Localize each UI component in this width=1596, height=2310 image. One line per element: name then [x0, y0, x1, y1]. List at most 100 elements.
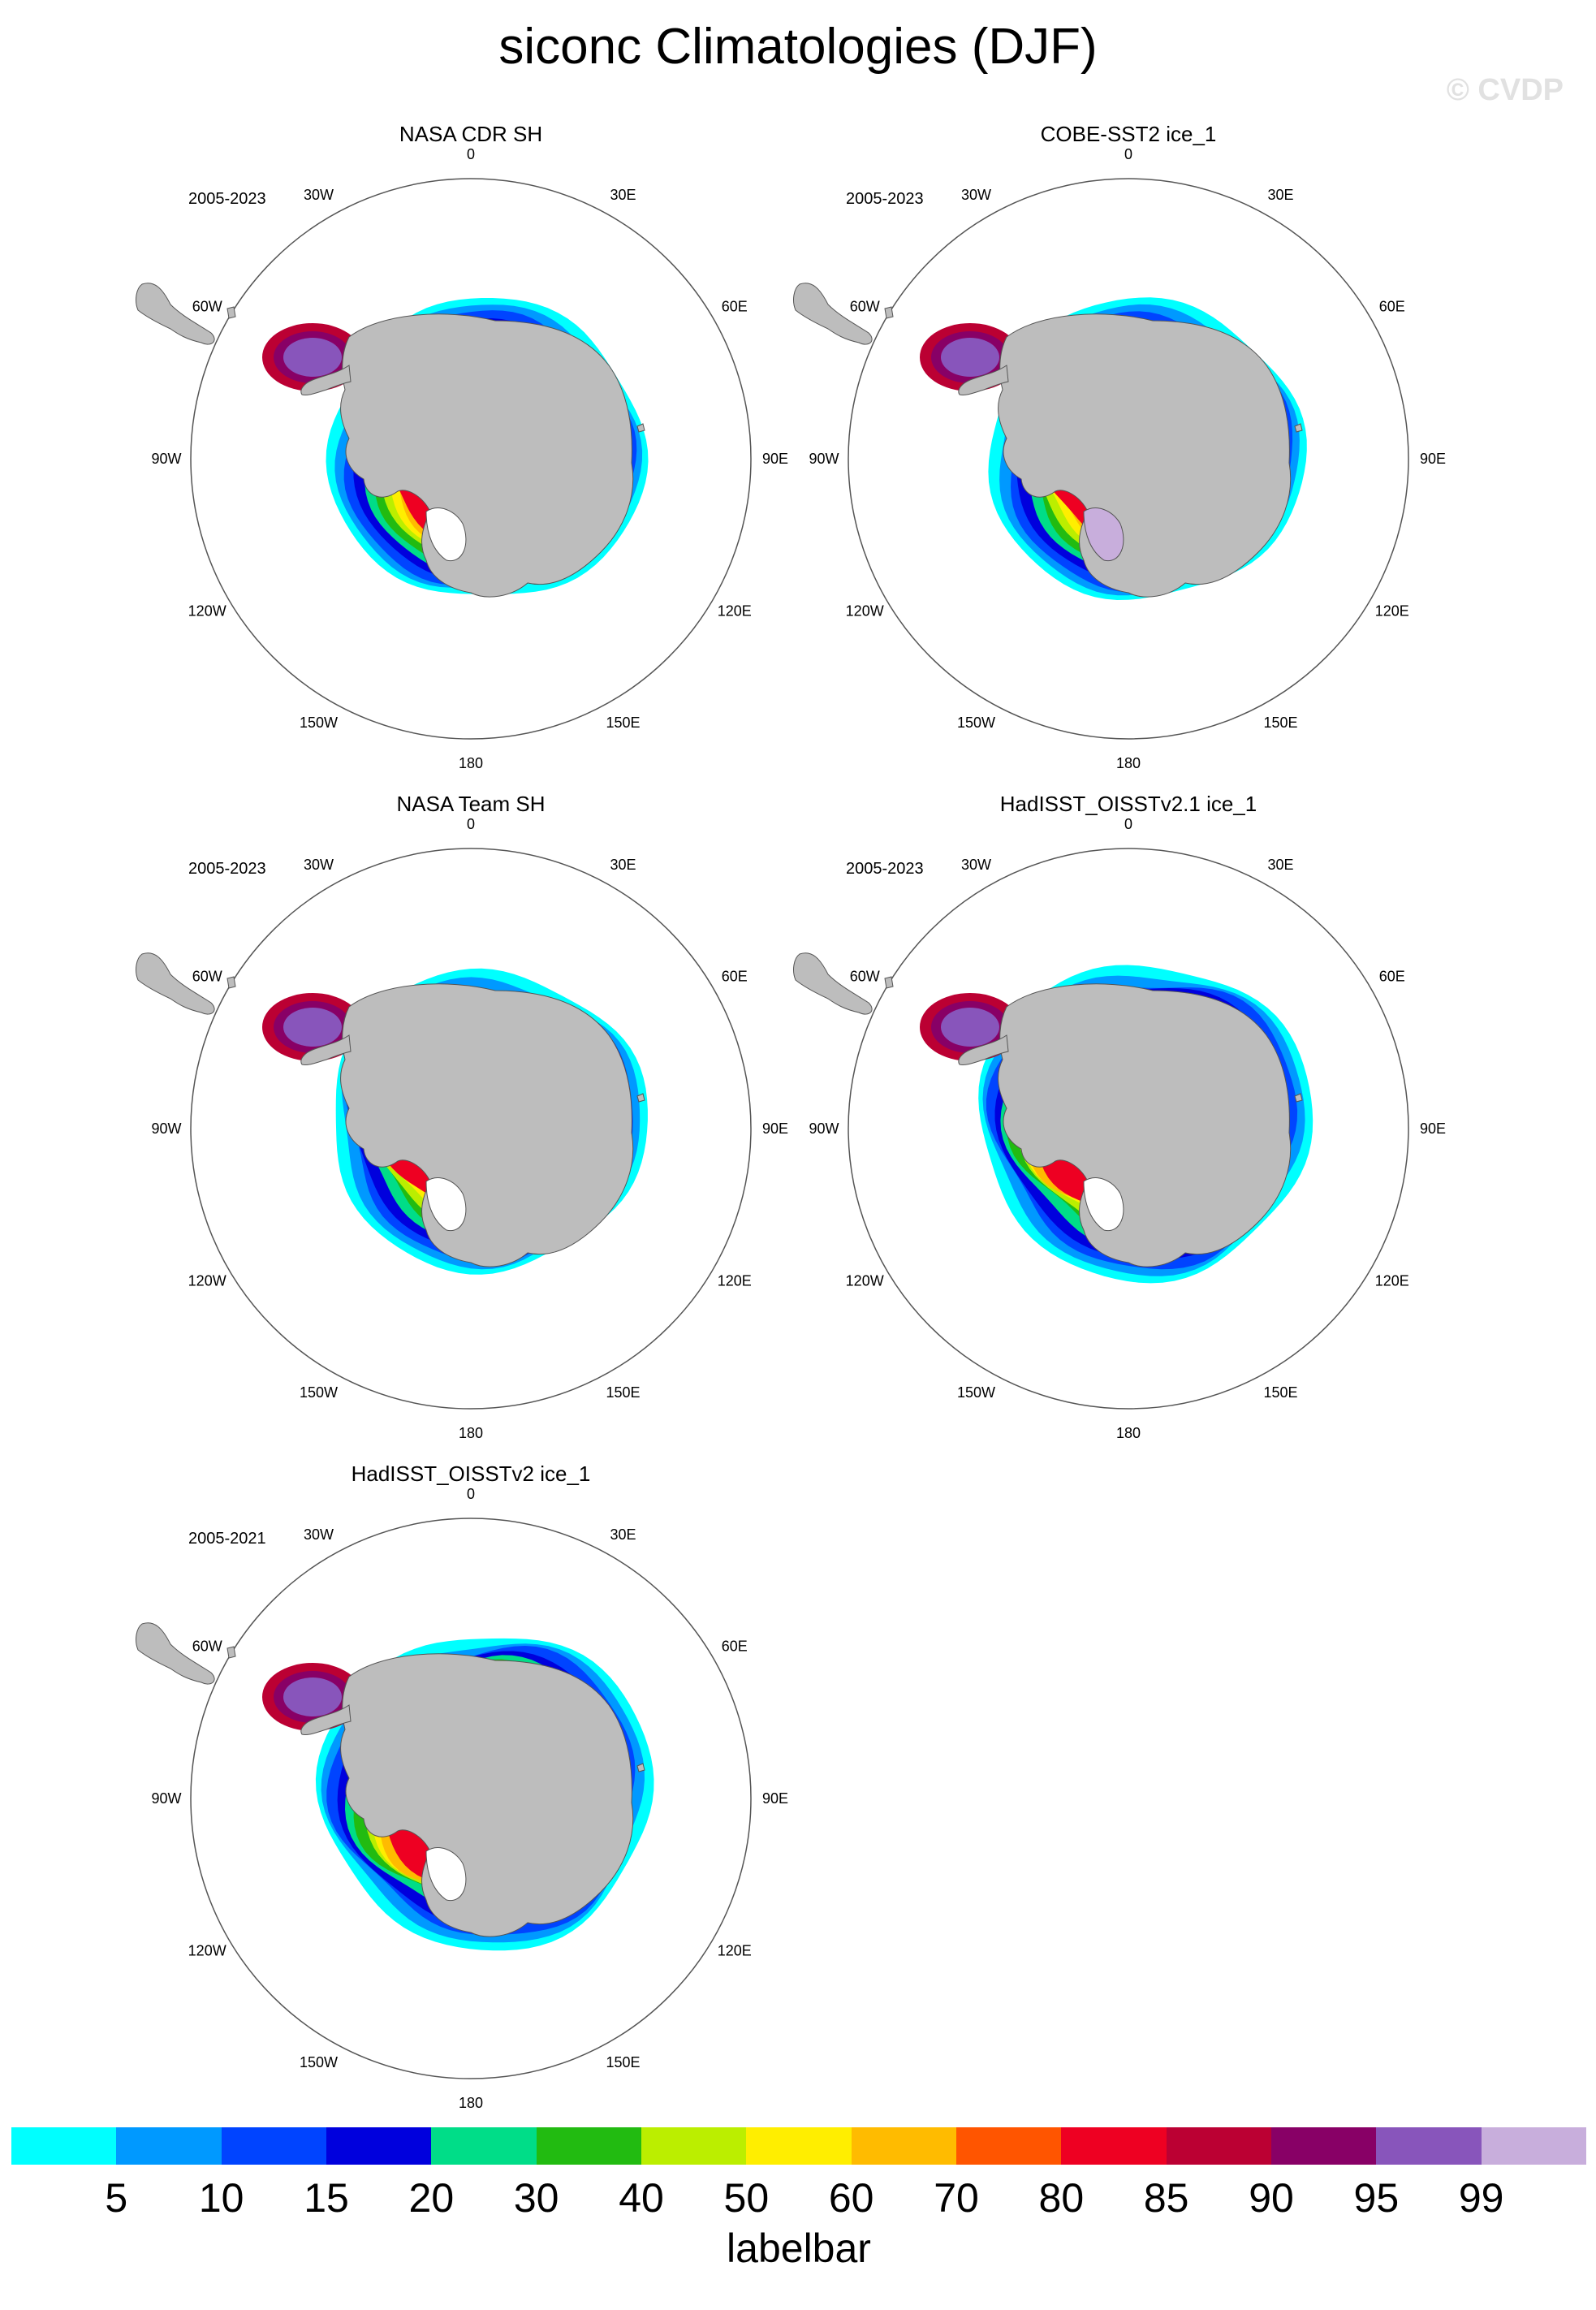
- longitude-label: 30W: [961, 857, 991, 873]
- longitude-label: 120W: [846, 1273, 884, 1289]
- labelbar-tick-label: 95: [1353, 2175, 1400, 2221]
- longitude-label: 60E: [1379, 299, 1405, 315]
- polar-stereographic-map: 0 30E 60E 90E 120E 150E 180 150W 120W 90W 60W 30W: [793, 146, 1446, 771]
- labelbar-tick-label: 40: [619, 2175, 664, 2221]
- labelbar-color-box: [746, 2127, 852, 2165]
- panel-period: 2005-2023: [846, 860, 924, 878]
- longitude-label: 120E: [1375, 1273, 1409, 1289]
- longitude-label: 150W: [300, 715, 338, 731]
- labelbar-color-box: [431, 2127, 537, 2165]
- land-outline: [1294, 1093, 1303, 1103]
- longitude-label: 60W: [850, 299, 880, 315]
- antarctic-peninsula: [958, 365, 1009, 395]
- longitude-label: 60W: [850, 969, 880, 985]
- panel-period: 2005-2021: [188, 1530, 266, 1548]
- longitude-label: 180: [459, 755, 483, 771]
- antarctic-peninsula: [958, 1034, 1009, 1065]
- antarctica-landmass: [340, 1653, 634, 1937]
- land-outline: [793, 283, 873, 345]
- ross-ice-shelf: [425, 1847, 467, 1902]
- labelbar-color-box: [1061, 2127, 1167, 2165]
- longitude-label: 90E: [762, 451, 788, 467]
- longitude-label: 120E: [718, 1273, 752, 1289]
- longitude-label: 60E: [722, 1639, 748, 1655]
- longitude-label: 90W: [151, 451, 181, 467]
- longitude-label: 30E: [610, 187, 636, 203]
- labelbar-color-box: [955, 2127, 1062, 2165]
- map-panel: NASA CDR SH 2005-2023 0 30E 60E 90E 120E 150E 18…: [106, 122, 836, 788]
- antarctic-peninsula: [300, 365, 352, 395]
- longitude-label: 150E: [606, 1384, 640, 1401]
- longitude-label: 30E: [1267, 187, 1293, 203]
- weddell-ice-core: [283, 338, 342, 377]
- longitude-label: 0: [467, 146, 475, 162]
- land-outline: [636, 423, 645, 433]
- weddell-ice-core: [941, 338, 999, 377]
- ross-ice-shelf: [425, 507, 467, 562]
- cvdp-watermark: © CVDP: [1446, 73, 1564, 107]
- longitude-label: 150W: [957, 715, 995, 731]
- land-outline: [884, 306, 894, 319]
- land-outline: [1294, 423, 1303, 433]
- labelbar-color-box: [1270, 2127, 1377, 2165]
- map-panel: HadISST_OISSTv2.1 ice_1 2005-2023 0 30E 60E 9…: [763, 792, 1494, 1457]
- longitude-label: 150E: [1263, 715, 1297, 731]
- labelbar-tick-label: 20: [408, 2175, 455, 2221]
- panel-title: NASA CDR SH: [399, 122, 543, 146]
- longitude-label: 120W: [846, 603, 884, 620]
- labelbar-color-box: [1481, 2127, 1586, 2165]
- longitude-label: 90E: [762, 1120, 788, 1137]
- longitude-label: 0: [467, 1486, 475, 1502]
- weddell-ice-core: [283, 1677, 342, 1716]
- land-outline: [136, 952, 215, 1015]
- longitude-label: 150W: [957, 1384, 995, 1401]
- longitude-label: 90W: [151, 1120, 181, 1137]
- antarctic-peninsula: [300, 1034, 352, 1065]
- longitude-label: 120E: [718, 1943, 752, 1959]
- panel-title: HadISST_OISSTv2 ice_1: [351, 1462, 591, 1486]
- weddell-ice-core: [283, 1008, 342, 1047]
- longitude-label: 180: [459, 2095, 483, 2111]
- labelbar-tick-label: 90: [1249, 2175, 1294, 2221]
- labelbar-tick-label: 99: [1458, 2175, 1504, 2221]
- map-panel: COBE-SST2 ice_1 2005-2023 0 30E 60E 90E 120E 15…: [763, 122, 1494, 788]
- longitude-label: 30W: [304, 187, 334, 203]
- longitude-label: 60W: [192, 299, 222, 315]
- land-outline: [136, 1622, 215, 1685]
- longitude-label: 60E: [722, 299, 748, 315]
- labelbar-tick-label: 70: [934, 2175, 979, 2221]
- panel-period: 2005-2023: [188, 860, 266, 878]
- longitude-label: 30W: [304, 1526, 334, 1543]
- longitude-label: 180: [1116, 1425, 1141, 1441]
- land-outline: [636, 1763, 645, 1772]
- labelbar-color-boxes: [11, 2127, 1586, 2165]
- labelbar-tick-label: 85: [1143, 2175, 1189, 2221]
- longitude-label: 180: [459, 1425, 483, 1441]
- labelbar-color-box: [536, 2127, 641, 2165]
- antarctica-landmass: [998, 313, 1292, 598]
- longitude-label: 30E: [610, 1526, 636, 1543]
- labelbar-color-box: [326, 2127, 432, 2165]
- longitude-label: 90W: [151, 1790, 181, 1807]
- antarctica-landmass: [340, 983, 634, 1267]
- longitude-label: 120E: [718, 603, 752, 620]
- ross-ice-shelf: [425, 1177, 467, 1232]
- labelbar-color-box: [851, 2127, 956, 2165]
- labelbar-tick-label: 80: [1038, 2175, 1085, 2221]
- land-outline: [226, 976, 236, 989]
- labelbar-color-box: [221, 2127, 326, 2165]
- panel-title: COBE-SST2 ice_1: [1040, 122, 1217, 146]
- longitude-label: 120E: [1375, 603, 1409, 620]
- labelbar-tick-label: 10: [198, 2175, 244, 2221]
- polar-stereographic-map: 0 30E 60E 90E 120E 150E 180 150W 120W 90W 60W 30W: [793, 816, 1446, 1441]
- longitude-label: 30W: [961, 187, 991, 203]
- figure-title: siconc Climatologies (DJF): [498, 19, 1098, 75]
- labelbar-color-box: [1376, 2127, 1482, 2165]
- longitude-label: 90W: [809, 451, 839, 467]
- longitude-label: 30E: [1267, 857, 1293, 873]
- land-outline: [226, 1646, 236, 1659]
- panel-title: NASA Team SH: [396, 792, 546, 816]
- longitude-label: 180: [1116, 755, 1141, 771]
- labelbar-tick-label: 15: [304, 2175, 349, 2221]
- longitude-label: 60W: [192, 1639, 222, 1655]
